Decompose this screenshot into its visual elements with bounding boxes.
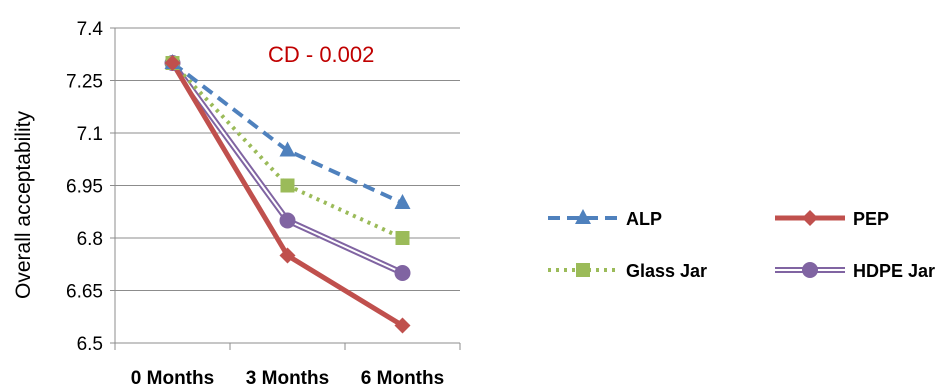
- y-axis-title: Overall acceptability: [12, 111, 35, 299]
- axes: [110, 27, 461, 350]
- cd-annotation: CD - 0.002: [268, 42, 374, 67]
- y-tick-label: 7.25: [66, 72, 103, 93]
- series-line-hdpe-jar: [170, 61, 404, 276]
- data-point-alp: [279, 141, 296, 157]
- series-line-pep: [170, 61, 404, 328]
- data-point-glass-jar: [395, 231, 410, 245]
- tick-labels: 6.5 6.65 6.8 6.95 7.1 7.25 7.4 0 Months 3 Months…: [66, 19, 444, 389]
- legend-label-alp: ALP: [626, 209, 662, 229]
- data-point-hdpe-jar: [394, 265, 411, 281]
- legend-label-glass-jar: Glass Jar: [626, 261, 707, 281]
- x-tick-label: 3 Months: [246, 368, 329, 389]
- y-tick-label: 7.4: [77, 19, 104, 40]
- data-point-hdpe-jar: [279, 212, 296, 229]
- y-tick-label: 6.5: [77, 334, 103, 355]
- legend-label-pep: PEP: [853, 209, 889, 229]
- x-tick-label: 0 Months: [131, 368, 214, 389]
- series-line-inner-hdpe-jar: [171, 62, 403, 274]
- series-lines: [164, 54, 411, 334]
- legend: ALP PEP Glass Jar HDPE Jar: [548, 209, 935, 281]
- y-tick-label: 6.65: [66, 282, 103, 303]
- y-tick-label: 6.95: [66, 177, 103, 198]
- data-point-pep: [394, 317, 411, 334]
- y-tick-label: 6.8: [77, 229, 103, 250]
- data-point-glass-jar: [280, 178, 295, 193]
- data-point-pep: [164, 55, 181, 71]
- y-tick-label: 7.1: [77, 124, 103, 145]
- x-tick-label: 6 Months: [361, 368, 444, 389]
- legend-marker-alp: [575, 209, 591, 224]
- data-point-pep: [279, 247, 296, 264]
- legend-marker-glass-jar: [576, 263, 590, 277]
- legend-marker-pep: [802, 210, 818, 226]
- data-point-alp: [394, 194, 411, 209]
- legend-marker-hdpe-jar: [802, 262, 818, 278]
- legend-label-hdpe-jar: HDPE Jar: [853, 261, 935, 281]
